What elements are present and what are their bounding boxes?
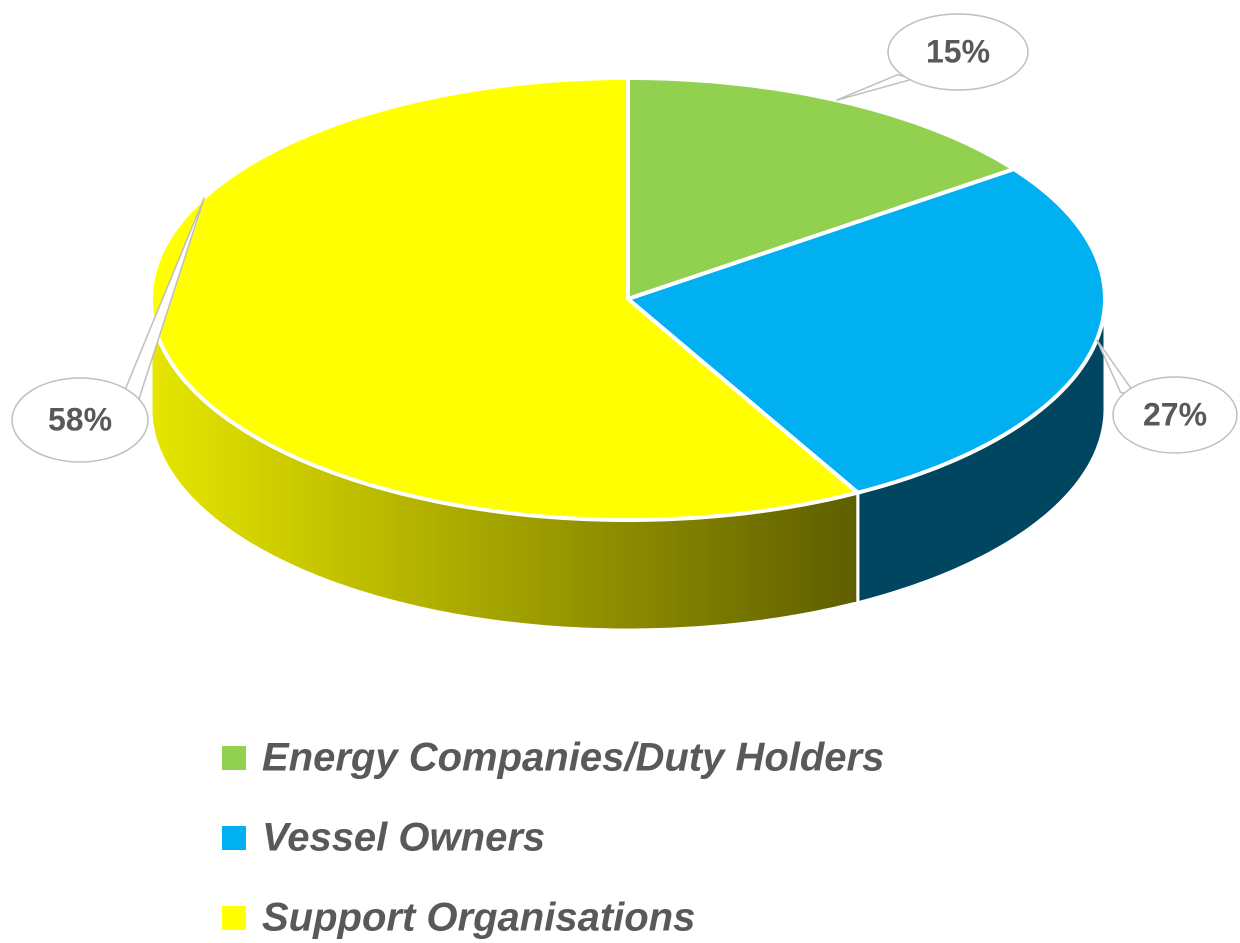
label-bubble — [11, 377, 149, 463]
slice — [149, 75, 863, 522]
legend-label: Energy Companies/Duty Holders — [262, 736, 884, 780]
legend-label: Support Organisations — [262, 896, 695, 940]
legend-label: Vessel Owners — [262, 816, 545, 860]
slice — [623, 166, 1107, 495]
legend-swatch — [222, 826, 246, 850]
label-bubble — [887, 13, 1029, 91]
label-leader — [836, 74, 917, 101]
slice — [626, 75, 1019, 302]
legend-swatch — [222, 746, 246, 770]
data-label: 58% — [48, 401, 112, 437]
data-label: 27% — [1143, 396, 1207, 432]
data-label: 15% — [926, 33, 990, 69]
legend-swatch — [222, 906, 246, 930]
label-bubble — [1112, 376, 1238, 454]
